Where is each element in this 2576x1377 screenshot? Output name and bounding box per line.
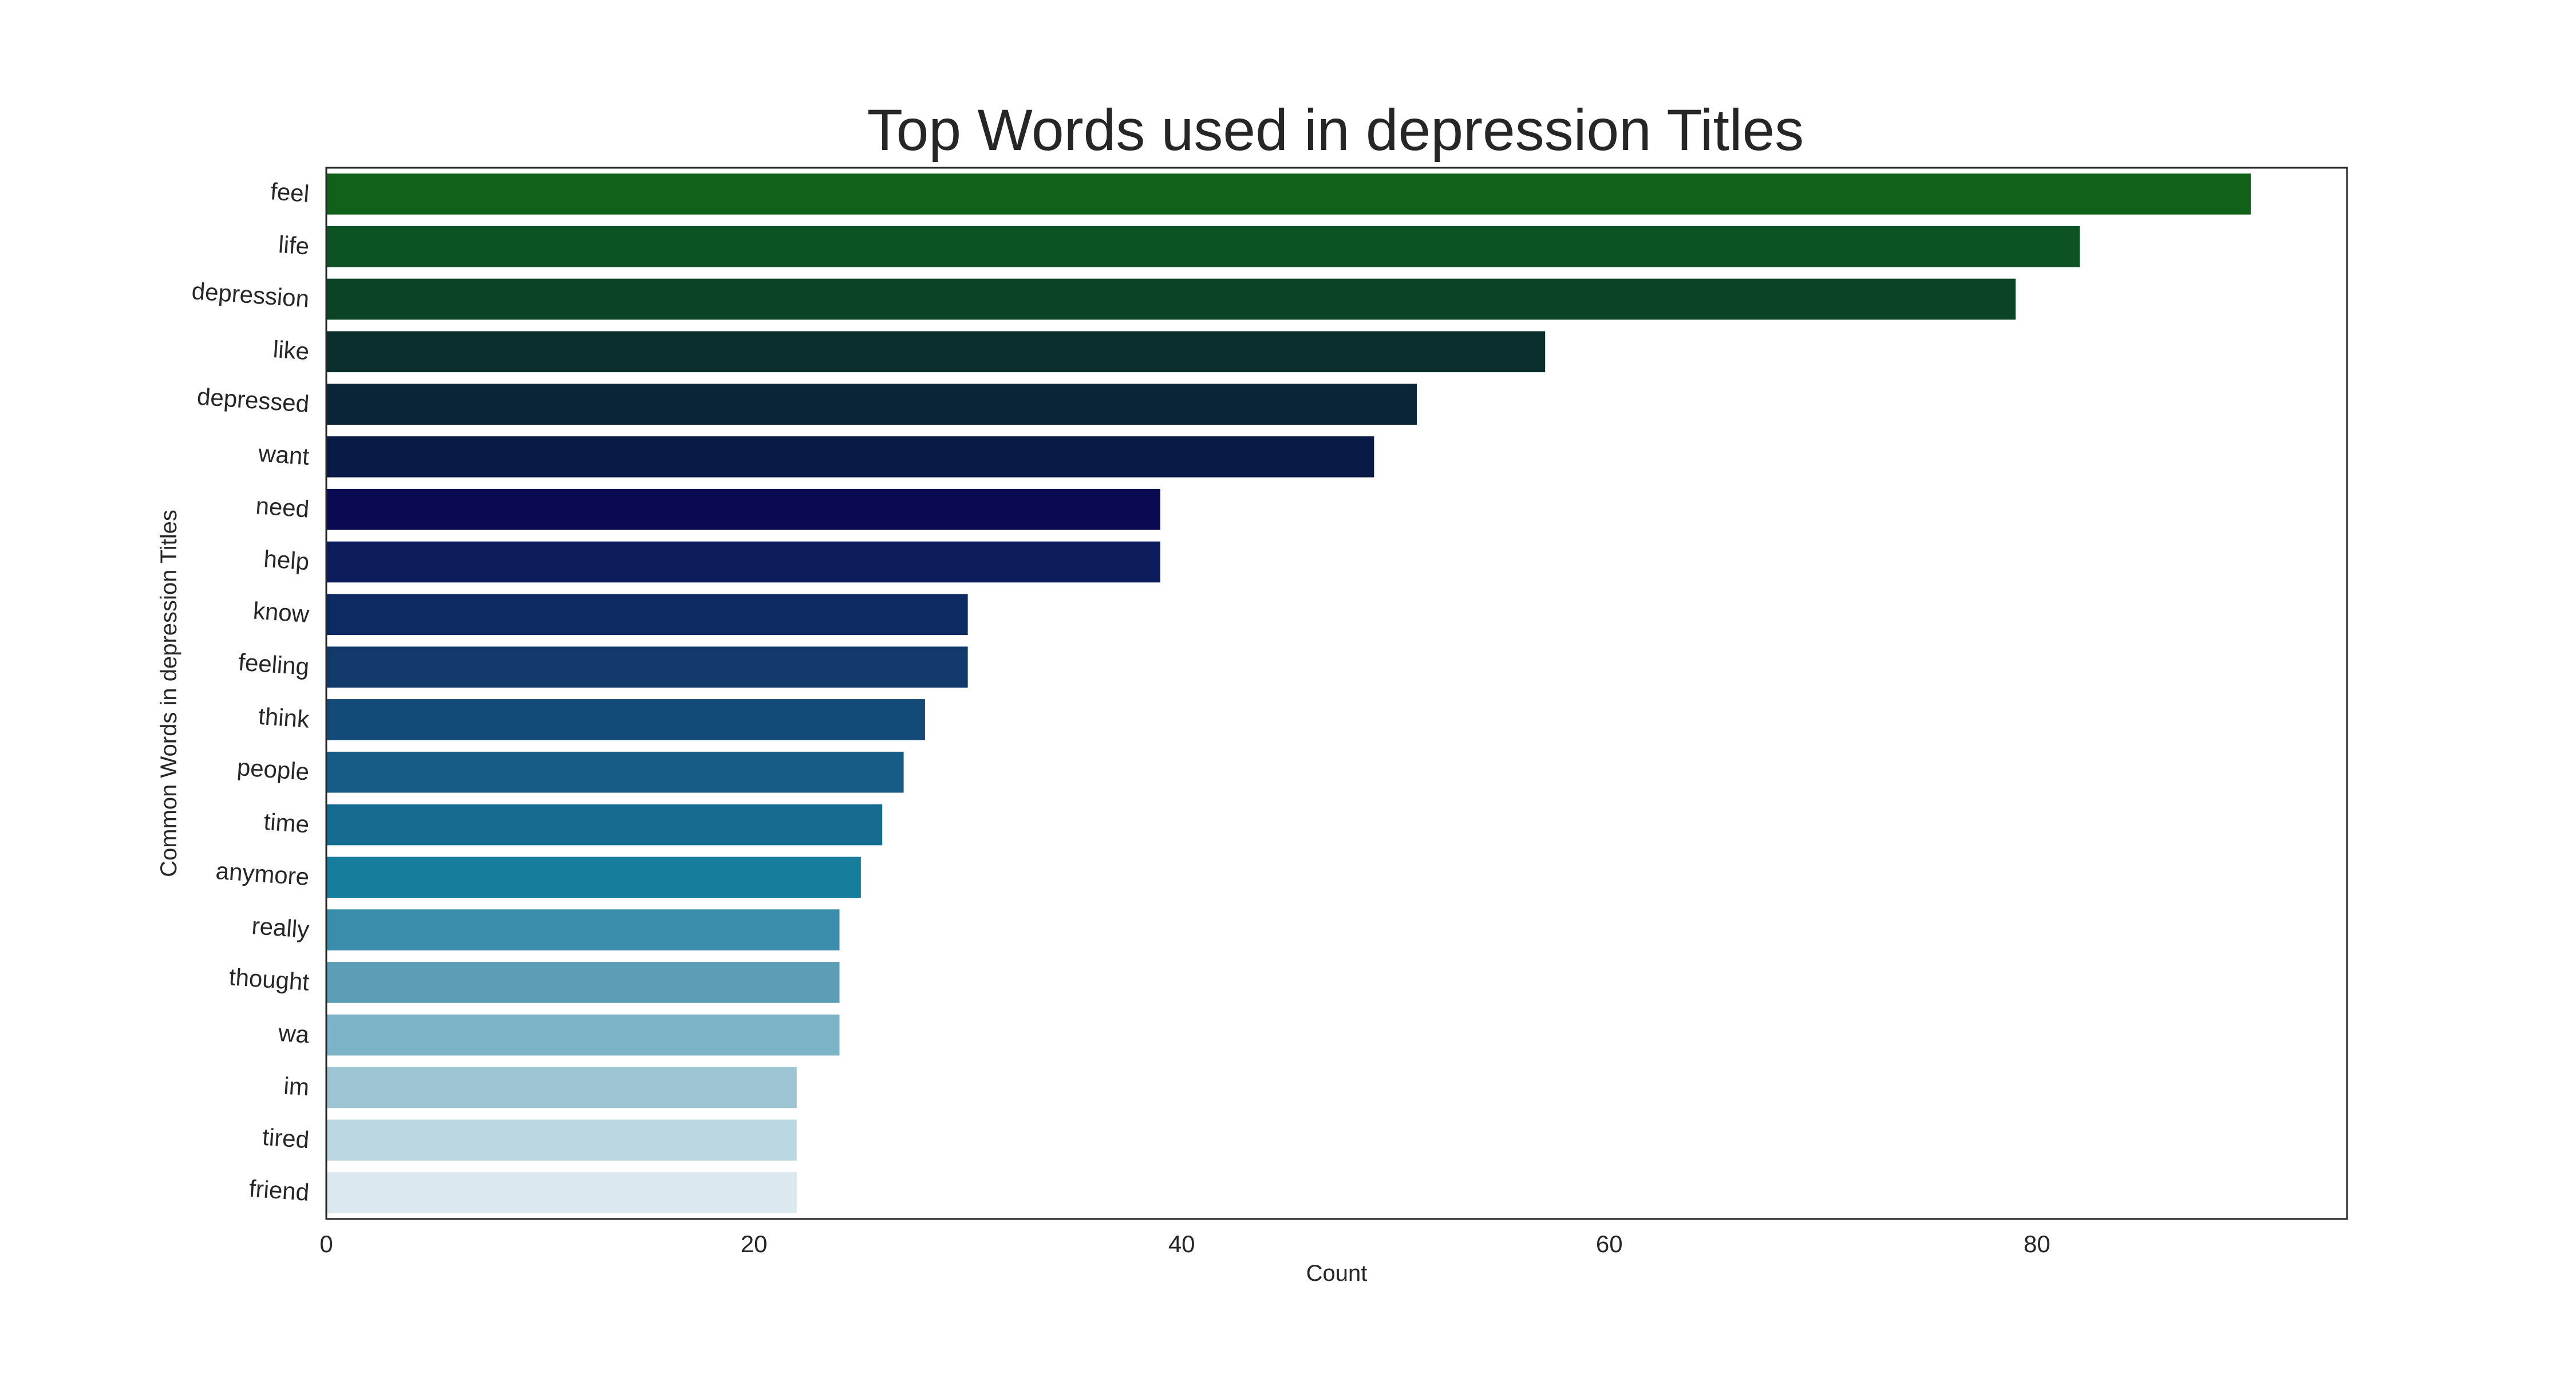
y-tick-labels: feellifedepressionlikedepressedwantneedh… bbox=[191, 177, 310, 1206]
x-tick-label: 0 bbox=[319, 1230, 333, 1257]
y-axis-label: Common Words in depression Titles bbox=[156, 510, 181, 877]
bar-friend bbox=[326, 1172, 797, 1213]
bar-know bbox=[326, 594, 968, 636]
bar-wa bbox=[326, 1014, 840, 1056]
y-tick-label: wa bbox=[277, 1019, 310, 1048]
y-tick-label: anymore bbox=[215, 857, 310, 890]
y-tick-label: feel bbox=[270, 177, 310, 207]
y-tick-label: people bbox=[236, 753, 310, 786]
bar-people bbox=[326, 751, 904, 793]
y-tick-label: tired bbox=[262, 1123, 310, 1154]
y-tick-label: know bbox=[252, 597, 311, 628]
bar-think bbox=[326, 699, 925, 740]
x-tick-labels: 0 20 40 60 80 bbox=[319, 1230, 2050, 1257]
y-tick-label: think bbox=[258, 703, 311, 733]
y-tick-label: life bbox=[278, 231, 310, 260]
x-tick-label: 60 bbox=[1596, 1230, 1623, 1257]
y-tick-label: im bbox=[283, 1072, 310, 1100]
x-tick-label: 80 bbox=[2024, 1230, 2050, 1257]
y-tick-label: feeling bbox=[238, 649, 310, 681]
bar-really bbox=[326, 909, 840, 950]
bar-want bbox=[326, 436, 1374, 478]
bar-time bbox=[326, 804, 883, 846]
bar-thought bbox=[326, 962, 840, 1003]
y-tick-label: time bbox=[263, 808, 310, 838]
bar-help bbox=[326, 541, 1160, 583]
y-tick-label: want bbox=[257, 440, 310, 470]
bar-feeling bbox=[326, 646, 968, 688]
y-tick-label: help bbox=[263, 545, 310, 575]
y-tick-label: thought bbox=[228, 963, 310, 996]
bar-need bbox=[326, 488, 1160, 530]
bar-tired bbox=[326, 1119, 797, 1161]
y-tick-label: really bbox=[251, 912, 310, 943]
bars-layer bbox=[326, 173, 2251, 1213]
y-tick-label: need bbox=[255, 492, 310, 522]
bar-depression bbox=[326, 278, 2016, 320]
plot-frame bbox=[325, 167, 2348, 1220]
chart-title: Top Words used in depression Titles bbox=[867, 97, 1804, 163]
x-tick-label: 40 bbox=[1168, 1230, 1195, 1257]
bar-im bbox=[326, 1067, 797, 1108]
bar-depressed bbox=[326, 384, 1417, 425]
bar-like bbox=[326, 331, 1546, 373]
x-tick-label: 20 bbox=[741, 1230, 768, 1257]
bar-anymore bbox=[326, 857, 861, 898]
y-tick-label: friend bbox=[248, 1175, 310, 1206]
bar-feel bbox=[326, 173, 2251, 215]
x-axis-label: Count bbox=[1306, 1261, 1368, 1286]
y-tick-label: like bbox=[272, 336, 310, 365]
bar-life bbox=[326, 226, 2080, 267]
